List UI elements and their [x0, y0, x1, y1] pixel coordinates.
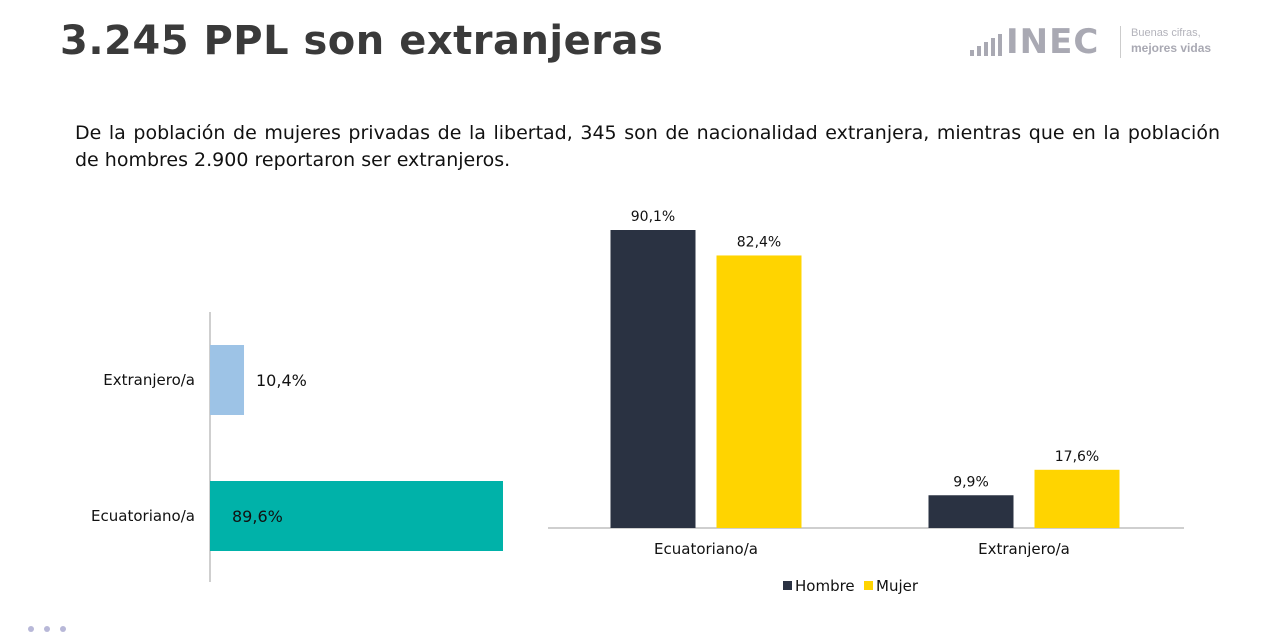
data-label: 82,4% — [737, 234, 781, 250]
data-label: 89,6% — [232, 507, 283, 526]
page-title: 3.245 PPL son extranjeras — [60, 18, 664, 64]
data-label: 17,6% — [1055, 449, 1099, 465]
logo-tagline-2: mejores vidas — [1131, 41, 1212, 55]
logo-divider — [1120, 26, 1121, 58]
data-label: 90,1% — [631, 209, 675, 225]
bar — [610, 230, 696, 528]
logo-tagline-1: Buenas cifras, — [1131, 27, 1201, 39]
bar — [210, 481, 503, 551]
inec-logo: INEC Buenas cifras, mejores vidas — [970, 22, 1240, 62]
data-label: 10,4% — [256, 371, 307, 390]
category-label: Extranjero/a — [978, 540, 1070, 558]
bar — [1034, 469, 1120, 528]
nationality-bar-chart: Extranjero/a 10,4% Ecuatoriano/a 89,6% — [91, 312, 503, 582]
bar — [210, 345, 245, 415]
category-label: Ecuatoriano/a — [654, 540, 758, 558]
bar — [928, 495, 1014, 528]
nationality-by-sex-chart: 90,1% 82,4% Ecuatoriano/a 9,9% 17,6% Extranje… — [548, 209, 1184, 595]
more-icon — [28, 626, 66, 632]
legend-swatch — [783, 581, 792, 590]
description-paragraph: De la población de mujeres privadas de l… — [75, 122, 1220, 171]
legend-label: Mujer — [876, 577, 919, 595]
logo-word: INEC — [1006, 22, 1100, 62]
bar — [716, 255, 802, 528]
bars-icon — [970, 34, 1002, 56]
legend-label: Hombre — [795, 577, 855, 595]
category-label: Ecuatoriano/a — [91, 507, 195, 525]
legend-swatch — [864, 581, 873, 590]
category-label: Extranjero/a — [103, 371, 195, 389]
data-label: 9,9% — [953, 474, 989, 490]
